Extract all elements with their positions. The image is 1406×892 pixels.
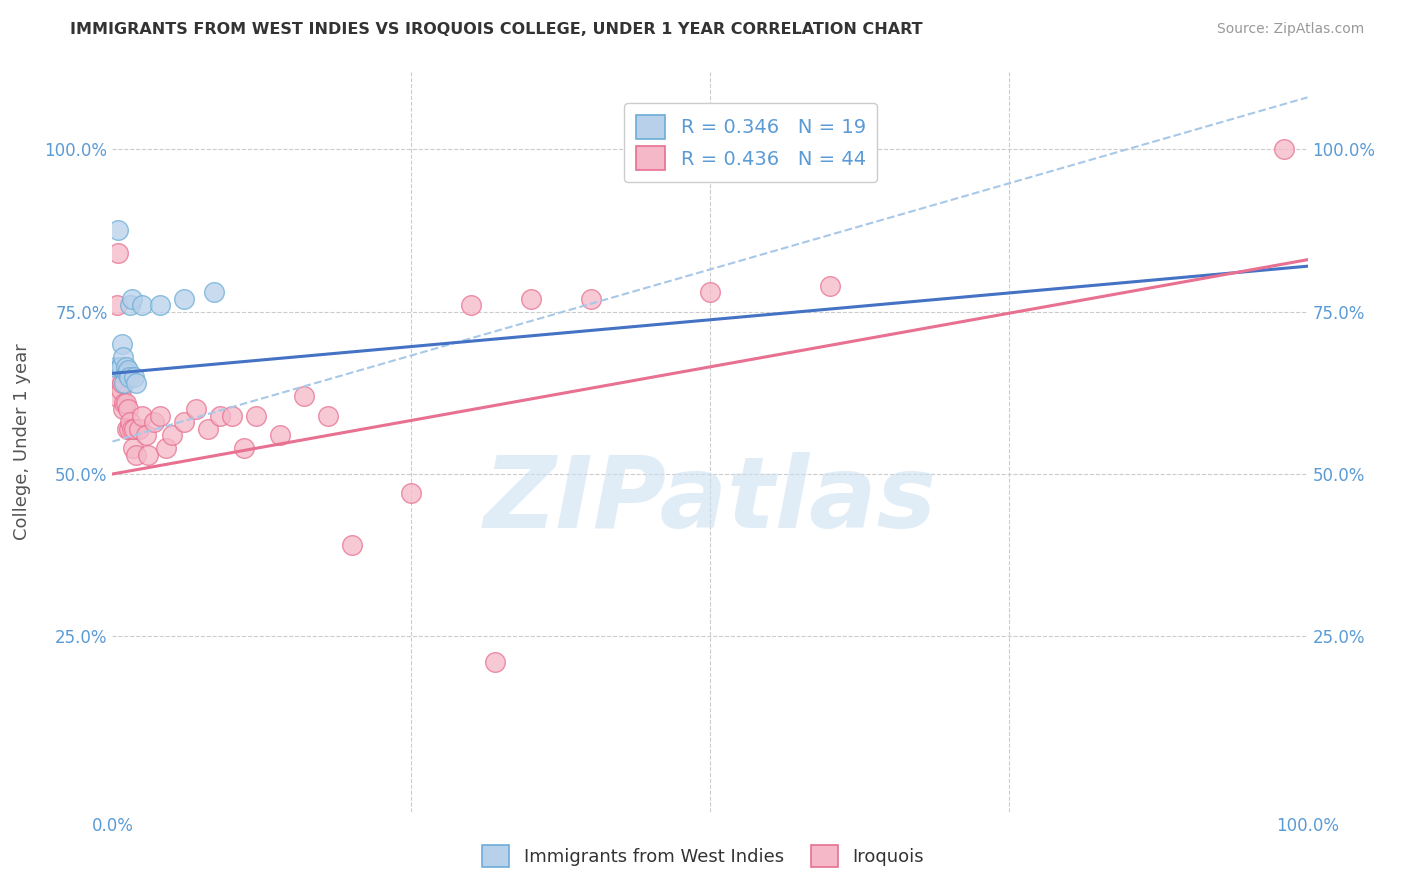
Text: Source: ZipAtlas.com: Source: ZipAtlas.com [1216, 22, 1364, 37]
Point [114, 376, 135, 390]
Point [818, 278, 841, 293]
Point [131, 409, 153, 423]
Point [118, 369, 141, 384]
Point [111, 337, 134, 351]
Point [108, 359, 131, 374]
Point [118, 421, 141, 435]
Point [120, 415, 142, 429]
Point [125, 448, 148, 462]
Point [105, 298, 128, 312]
Point [110, 383, 132, 397]
Point [105, 359, 128, 374]
Y-axis label: College, Under 1 year: College, Under 1 year [13, 343, 31, 540]
Point [316, 409, 339, 423]
Point [460, 298, 482, 312]
Point [401, 486, 423, 500]
Point [121, 421, 143, 435]
Point [197, 421, 219, 435]
Point [143, 415, 166, 429]
Point [115, 367, 138, 381]
Point [112, 402, 135, 417]
Point [138, 448, 160, 462]
Point [579, 292, 602, 306]
Legend: Immigrants from West Indies, Iroquois: Immigrants from West Indies, Iroquois [475, 838, 931, 874]
Point [117, 402, 139, 417]
Point [121, 292, 143, 306]
Point [108, 369, 131, 384]
Point [186, 402, 208, 417]
Point [173, 415, 195, 429]
Point [1272, 142, 1295, 156]
Point [155, 441, 177, 455]
Point [114, 395, 135, 409]
Point [107, 246, 129, 260]
Point [110, 359, 132, 374]
Point [245, 409, 267, 423]
Point [128, 421, 150, 435]
Legend: R = 0.346   N = 19, R = 0.436   N = 44: R = 0.346 N = 19, R = 0.436 N = 44 [624, 103, 877, 182]
Point [125, 376, 148, 390]
Point [120, 298, 142, 312]
Point [115, 421, 138, 435]
Point [112, 350, 135, 364]
Point [520, 292, 543, 306]
Text: IMMIGRANTS FROM WEST INDIES VS IROQUOIS COLLEGE, UNDER 1 YEAR CORRELATION CHART: IMMIGRANTS FROM WEST INDIES VS IROQUOIS … [70, 22, 922, 37]
Point [107, 223, 129, 237]
Point [149, 298, 172, 312]
Point [162, 428, 183, 442]
Point [122, 421, 145, 435]
Point [292, 389, 315, 403]
Point [135, 428, 157, 442]
Point [699, 285, 721, 300]
Point [149, 409, 172, 423]
Point [105, 389, 128, 403]
Point [233, 441, 256, 455]
Point [173, 292, 195, 306]
Point [114, 359, 136, 374]
Point [269, 428, 291, 442]
Point [202, 285, 225, 300]
Point [114, 395, 136, 409]
Point [209, 409, 232, 423]
Point [111, 376, 134, 390]
Point [131, 298, 153, 312]
Point [340, 538, 363, 552]
Point [221, 409, 243, 423]
Point [122, 369, 145, 384]
Point [117, 363, 139, 377]
Text: ZIPatlas: ZIPatlas [484, 452, 936, 549]
Point [121, 441, 143, 455]
Point [484, 656, 506, 670]
